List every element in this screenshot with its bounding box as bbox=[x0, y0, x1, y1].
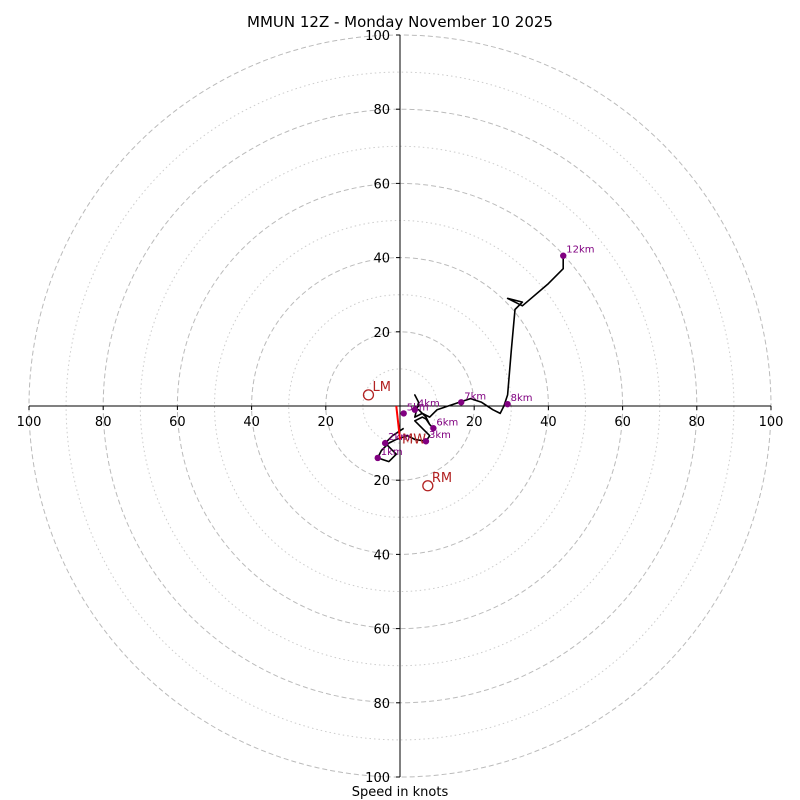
height-marker-5km bbox=[400, 410, 407, 417]
x-tick-label: 40 bbox=[540, 415, 557, 430]
height-marker-label: 6km bbox=[436, 417, 458, 428]
x-tick-label: 60 bbox=[169, 415, 186, 430]
y-tick-label: 100 bbox=[365, 771, 390, 786]
x-tick-label: 80 bbox=[689, 415, 706, 430]
height-marker-1km bbox=[374, 454, 381, 462]
hodograph-line bbox=[376, 257, 565, 463]
tick-labels: 100 80 60 40 20 20 40 60 80 100 100 80 60 40 20 20 40 60 8… bbox=[17, 29, 784, 786]
y-tick-label: 20 bbox=[373, 474, 390, 489]
y-tick-label: 60 bbox=[373, 623, 390, 638]
shear-vector bbox=[395, 405, 401, 440]
y-tick-label: 100 bbox=[365, 29, 390, 44]
height-marker-3km bbox=[422, 438, 430, 445]
height-marker-label: 3km bbox=[429, 430, 451, 441]
x-tick-label: 100 bbox=[17, 415, 42, 430]
height-marker-7km bbox=[458, 399, 465, 406]
height-marker-12km bbox=[560, 252, 567, 259]
height-marker-label: 5km bbox=[407, 402, 429, 413]
storm-motion: LM RM MW bbox=[362, 380, 452, 492]
storm-motion-label: RM bbox=[432, 471, 452, 486]
x-axis-label: Speed in knots bbox=[352, 785, 449, 800]
y-tick-label: 40 bbox=[373, 548, 390, 563]
y-tick-label: 40 bbox=[373, 252, 390, 267]
height-marker-2km bbox=[381, 439, 389, 447]
x-tick-label: 80 bbox=[95, 415, 112, 430]
height-marker-4km bbox=[411, 406, 419, 413]
y-tick-label: 60 bbox=[373, 177, 390, 192]
storm-motion-lm bbox=[362, 389, 375, 401]
height-marker-label: 1km bbox=[381, 447, 403, 458]
storm-motion-rm bbox=[422, 480, 434, 492]
y-tick-label: 20 bbox=[373, 326, 390, 341]
height-marker-label: 12km bbox=[566, 245, 594, 256]
x-tick-label: 20 bbox=[318, 415, 335, 430]
storm-motion-label: LM bbox=[372, 380, 390, 395]
x-tick-label: 100 bbox=[759, 415, 784, 430]
chart-title: MMUN 12Z - Monday November 10 2025 bbox=[247, 13, 553, 31]
height-marker-label: 4km bbox=[418, 399, 440, 410]
height-marker-8km bbox=[504, 400, 511, 408]
height-marker-label: 7km bbox=[464, 391, 486, 402]
x-tick-label: 20 bbox=[466, 415, 483, 430]
x-tick-label: 60 bbox=[614, 415, 631, 430]
height-marker-label: 2km bbox=[388, 432, 410, 443]
y-tick-label: 80 bbox=[373, 697, 390, 712]
x-tick-label: 40 bbox=[243, 415, 260, 430]
axes bbox=[29, 35, 771, 777]
height-marker-6km bbox=[430, 425, 437, 432]
hodograph-trace bbox=[376, 257, 565, 463]
y-tick-label: 80 bbox=[373, 103, 390, 118]
mean-wind-label: MW bbox=[402, 432, 426, 447]
height-marker-label: 8km bbox=[511, 393, 533, 404]
